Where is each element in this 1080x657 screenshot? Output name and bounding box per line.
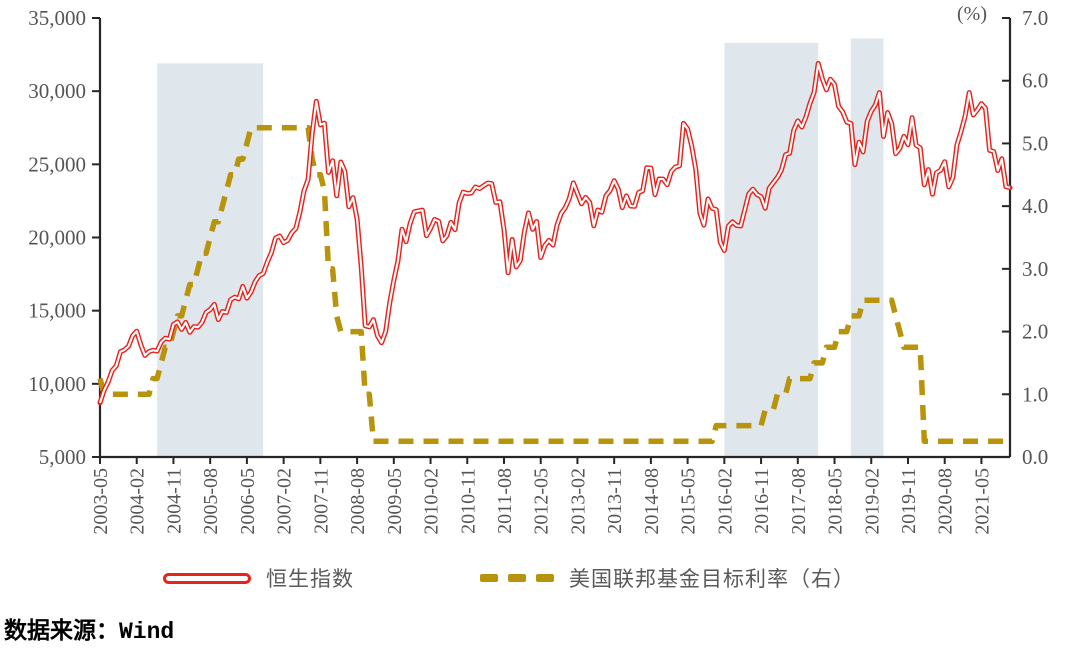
chart-legend: 恒生指数 美国联邦基金目标利率（右）	[0, 556, 1080, 600]
x-axis-tick-label: 2004-02	[127, 468, 149, 535]
left-axis-tick-label: 25,000	[28, 152, 86, 176]
x-axis-tick-label: 2011-08	[494, 468, 516, 534]
legend-label-hsi: 恒生指数	[266, 567, 354, 591]
x-axis-tick-label: 2010-11	[457, 468, 479, 534]
right-axis-tick-label: 2.0	[1022, 320, 1048, 344]
x-axis-tick-label: 2007-11	[310, 468, 332, 534]
x-axis-tick-label: 2013-02	[567, 468, 589, 535]
chart-canvas: 5,000 10,000 15,000 20,000 25,000 30,000 35,00…	[28, 3, 1048, 535]
right-axis-tick-label: 1.0	[1022, 382, 1048, 406]
right-axis-tick-label: 4.0	[1022, 194, 1048, 218]
x-axis-tick-label: 2006-05	[237, 468, 259, 535]
x-axis-tick-label: 2007-02	[274, 468, 296, 535]
x-axis-tick-label: 2019-02	[861, 468, 883, 535]
right-axis-tick-label: 3.0	[1022, 257, 1048, 281]
left-axis-tick-label: 5,000	[39, 445, 86, 469]
x-axis-tick-label: 2003-05	[90, 468, 112, 535]
right-axis-unit-label: (%)	[957, 3, 987, 25]
x-axis-tick-label: 2012-05	[531, 468, 553, 535]
right-axis-tick-label: 5.0	[1022, 131, 1048, 155]
x-axis-tick-label: 2013-11	[604, 468, 626, 534]
left-axis-tick-label: 20,000	[28, 226, 86, 250]
x-axis-tick-label: 2018-05	[825, 468, 847, 535]
highlight-band	[850, 38, 884, 458]
x-axis-tick-label: 2020-08	[935, 468, 957, 535]
hsi-line-core	[99, 62, 1011, 404]
left-axis-tick-label: 10,000	[28, 372, 86, 396]
legend-item-fed-rate: 美国联邦基金目标利率（右）	[480, 563, 855, 593]
x-axis-tick-label: 2014-08	[641, 468, 663, 535]
x-axis-tick-label: 2005-08	[200, 468, 222, 535]
x-axis-tick-label: 2004-11	[163, 468, 185, 534]
fed-rate-line-marker-icon	[480, 574, 554, 582]
legend-item-hsi: 恒生指数	[163, 563, 354, 593]
highlight-band	[157, 63, 264, 457]
right-axis-tick-label: 0.0	[1022, 445, 1048, 469]
source-note: 数据来源：Wind	[4, 619, 175, 645]
left-axis-tick-label: 30,000	[28, 79, 86, 103]
highlight-band	[724, 42, 819, 457]
left-axis-tick-label: 15,000	[28, 299, 86, 323]
legend-label-fed-rate: 美国联邦基金目标利率（右）	[569, 567, 855, 591]
left-axis-tick-label: 35,000	[28, 6, 86, 30]
x-axis-tick-label: 2016-11	[751, 468, 773, 534]
x-axis-tick-label: 2019-11	[898, 468, 920, 534]
fed-rate-line	[97, 125, 1010, 445]
x-axis-tick-label: 2009-05	[384, 468, 406, 535]
x-axis-tick-label: 2008-08	[347, 468, 369, 535]
x-axis-tick-label: 2015-05	[678, 468, 700, 535]
x-axis-tick-label: 2016-02	[714, 468, 736, 535]
x-axis-tick-label: 2010-02	[421, 468, 443, 535]
hsi-line-marker-icon	[163, 572, 251, 584]
x-axis-tick-label: 2017-08	[788, 468, 810, 535]
x-axis-tick-label: 2021-05	[971, 468, 993, 535]
right-axis-tick-label: 6.0	[1022, 69, 1048, 93]
right-axis-tick-label: 7.0	[1022, 6, 1048, 30]
